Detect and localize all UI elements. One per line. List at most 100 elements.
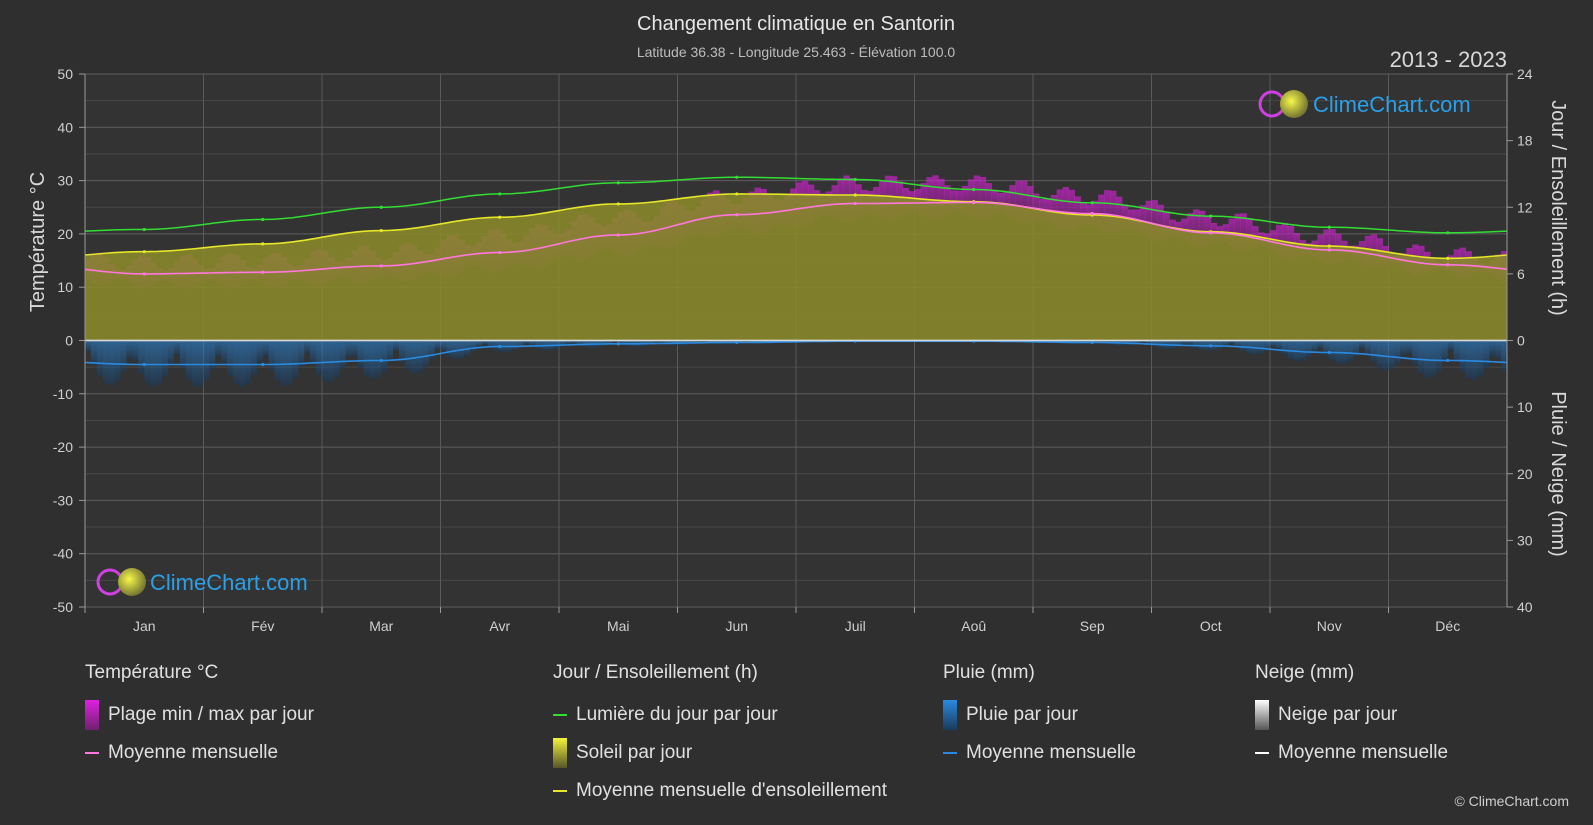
- rain-bar: [1435, 340, 1442, 372]
- rain-bar: [493, 340, 500, 351]
- daylight-point: [1209, 214, 1213, 218]
- rain-bar: [1275, 340, 1282, 350]
- temp-range-bar: [944, 185, 951, 215]
- rain-mean-swatch: [943, 752, 957, 754]
- rain-bar: [268, 340, 275, 371]
- copyright: © ClimeChart.com: [1454, 793, 1569, 809]
- rain-bar: [1145, 340, 1152, 345]
- x-tick-label: Mai: [607, 618, 630, 634]
- rain-bar: [333, 340, 340, 378]
- sunshine-swatch: [553, 738, 567, 768]
- rain-bar: [363, 340, 370, 376]
- legend-sunshine: Jour / Ensoleillement (h) Lumière du jou…: [553, 662, 887, 810]
- rain-mean-point: [616, 342, 620, 346]
- temp-range-bar: [979, 177, 987, 219]
- temp-range-bar: [1015, 180, 1022, 223]
- daylight-point: [616, 181, 620, 185]
- rain-bar: [1453, 340, 1460, 363]
- temp-range-bar: [1139, 205, 1147, 235]
- sunshine-mean-point: [142, 250, 146, 254]
- daylight-point: [1327, 225, 1331, 229]
- x-tick-label: Sep: [1080, 618, 1105, 634]
- rain-bar: [85, 340, 91, 352]
- brand-globe-icon: [1280, 90, 1308, 118]
- climate-chart: Changement climatique en Santorin Latitu…: [27, 13, 1569, 634]
- rain-bar: [440, 340, 447, 352]
- rain-bar: [357, 340, 364, 368]
- sunshine-mean-point: [616, 202, 620, 206]
- legend-sun-title: Jour / Ensoleillement (h): [553, 662, 758, 683]
- rain-bar: [1192, 340, 1199, 348]
- temp-mean-line: [84, 201, 1508, 275]
- legend-snow-mean: Moyenne mensuelle: [1255, 734, 1448, 772]
- rain-bar: [345, 340, 352, 358]
- rain-bar: [1228, 340, 1235, 344]
- temp-mean-point: [379, 264, 383, 268]
- temp-mean-point: [853, 201, 857, 206]
- temp-range-bar: [1110, 190, 1117, 234]
- rain-bar: [399, 340, 405, 362]
- sunshine-mean-point: [379, 228, 383, 233]
- rain-bar: [481, 340, 488, 345]
- rain-bar: [120, 340, 127, 372]
- rain-bar: [1311, 340, 1318, 352]
- rain-bar: [422, 340, 429, 368]
- rain-bar: [570, 340, 577, 344]
- y-axis-left-label: Température °C: [27, 172, 49, 312]
- legend-rain-mean-label: Moyenne mensuelle: [966, 742, 1137, 763]
- y-axis-right-bottom-label: Pluie / Neige (mm): [1547, 391, 1569, 557]
- rain-bar: [1181, 340, 1188, 345]
- rain-bar: [244, 340, 251, 384]
- daylight-point: [142, 227, 146, 232]
- y-tick-label-left: 0: [65, 333, 73, 349]
- temp-range-bar: [1104, 190, 1111, 233]
- x-tick-label: Juil: [845, 618, 866, 634]
- y-tick-label-left: 10: [57, 279, 73, 295]
- legend-sunshine-mean: Moyenne mensuelle d'ensoleillement: [553, 772, 887, 810]
- brand-logo-top: ClimeChart.com: [1258, 90, 1471, 118]
- rain-mean-point: [498, 344, 502, 349]
- rain-bar: [304, 340, 311, 354]
- snow-swatch: [1255, 700, 1269, 730]
- rain-bar: [446, 340, 453, 357]
- x-tick-label: Oct: [1200, 618, 1222, 634]
- y-tick-label-left: 30: [57, 173, 73, 189]
- temp-range-bar: [1151, 200, 1158, 242]
- y-tick-label-right-top: 6: [1517, 266, 1525, 282]
- rain-bar: [1394, 340, 1401, 365]
- rain-bar: [517, 340, 524, 348]
- rain-bar: [535, 340, 542, 349]
- rain-bar: [1216, 340, 1223, 349]
- rain-bar: [393, 340, 400, 351]
- sunshine-mean-swatch: [553, 790, 567, 792]
- temp-range-bar: [1062, 187, 1070, 231]
- y-tick-label-left: -50: [53, 599, 73, 615]
- temp-range-bar: [1098, 194, 1105, 230]
- rain-bar: [1299, 340, 1306, 361]
- rain-bar: [227, 340, 234, 376]
- temp-range-bar: [1240, 213, 1247, 252]
- y-tick-label-right-top: 24: [1517, 66, 1533, 82]
- legend-temp-range-label: Plage min / max par jour: [108, 704, 314, 725]
- legend-temp-range: Plage min / max par jour: [85, 696, 314, 734]
- x-tick-label: Fév: [251, 618, 274, 634]
- daylight-point: [498, 192, 502, 196]
- rain-bar: [1483, 340, 1490, 369]
- period-label: 2013 - 2023: [1390, 47, 1507, 72]
- temp-mean-point: [1209, 231, 1213, 235]
- y-tick-label-right-top: 18: [1517, 133, 1533, 149]
- brand-globe-icon: [118, 568, 146, 596]
- legend-temp-title: Température °C: [85, 662, 219, 683]
- rain-bar: [659, 340, 666, 343]
- temp-range-bar: [991, 189, 998, 214]
- rain-bar: [1347, 340, 1353, 362]
- rain-bar: [381, 340, 388, 372]
- legend-rain-title: Pluie (mm): [943, 662, 1035, 683]
- y-tick-label-right-bottom: 40: [1517, 599, 1533, 615]
- brand-name-bottom: ClimeChart.com: [150, 570, 308, 595]
- rain-bar: [191, 340, 198, 387]
- rain-bar: [559, 340, 565, 347]
- sunshine-mean-point: [735, 192, 739, 196]
- legend-sunshine-daily: Soleil par jour: [553, 734, 887, 772]
- sunshine-mean-point: [853, 193, 857, 197]
